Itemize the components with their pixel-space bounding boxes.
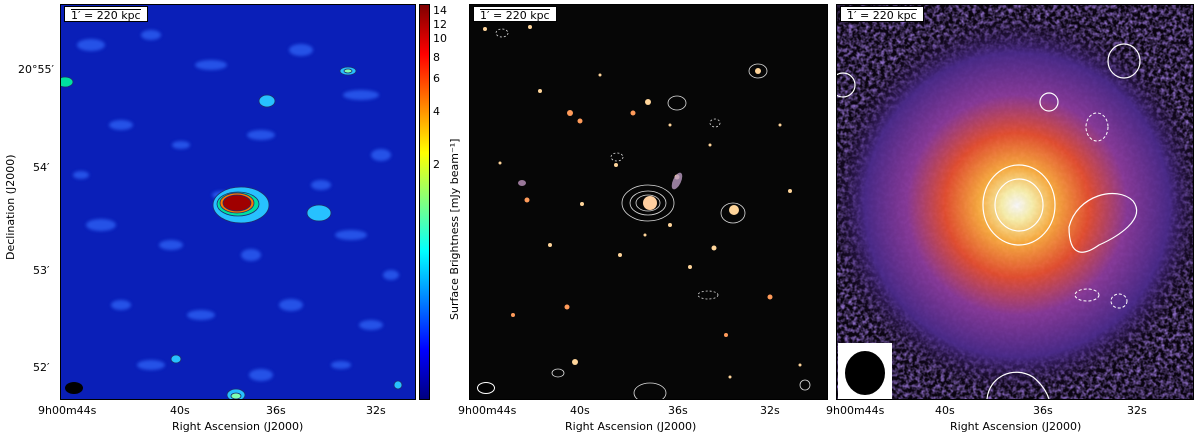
- x-tick-label: 9h00m44s: [38, 404, 97, 417]
- x-tick-label: 40s: [170, 404, 190, 417]
- x-tick-label: 36s: [266, 404, 286, 417]
- colorbar-tick: 8: [433, 51, 440, 64]
- radio-map-image: [61, 5, 415, 399]
- x-axis-title: Right Ascension (J2000): [950, 420, 1082, 433]
- xray-scale-bar-label: 1′ = 220 kpc: [847, 9, 917, 22]
- colorbar-tick: 6: [433, 72, 440, 85]
- x-tick-label: 9h00m44s: [826, 404, 885, 417]
- y-tick-label: 53′: [33, 264, 50, 277]
- y-tick-label: 52′: [33, 361, 50, 374]
- x-tick-label: 32s: [1127, 404, 1147, 417]
- colorbar-tick: 2: [433, 158, 440, 171]
- xray-image-panel: [836, 4, 1194, 400]
- colorbar-tick: 4: [433, 105, 440, 118]
- y-tick-label: 20°55′: [18, 63, 54, 76]
- radio-scale-bar: 1′ = 220 kpc: [64, 6, 148, 22]
- x-tick-label: 36s: [668, 404, 688, 417]
- radio-map-panel: [60, 4, 416, 400]
- optical-scale-bar-label: 1′ = 220 kpc: [480, 9, 550, 22]
- colorbar-tick: 10: [433, 32, 447, 45]
- x-tick-label: 40s: [935, 404, 955, 417]
- xray-image: [837, 5, 1193, 399]
- optical-image: [470, 5, 827, 399]
- x-axis-title: Right Ascension (J2000): [172, 420, 304, 433]
- x-tick-label: 40s: [570, 404, 590, 417]
- x-tick-label: 9h00m44s: [458, 404, 517, 417]
- x-axis-title: Right Ascension (J2000): [565, 420, 697, 433]
- colorbar-title: Surface Brightness [mJy beam⁻¹]: [448, 138, 461, 320]
- x-tick-label: 32s: [760, 404, 780, 417]
- x-tick-label: 32s: [366, 404, 386, 417]
- radio-scale-bar-label: 1′ = 220 kpc: [71, 9, 141, 22]
- xray-scale-bar: 1′ = 220 kpc: [840, 6, 924, 22]
- x-tick-label: 36s: [1033, 404, 1053, 417]
- colorbar-tick: 12: [433, 18, 447, 31]
- colorbar-tick: 14: [433, 4, 447, 17]
- y-axis-title: Declination (J2000): [4, 154, 17, 261]
- colorbar: [419, 4, 430, 400]
- y-tick-label: 54′: [33, 161, 50, 174]
- optical-scale-bar: 1′ = 220 kpc: [473, 6, 557, 22]
- optical-image-panel: [469, 4, 828, 400]
